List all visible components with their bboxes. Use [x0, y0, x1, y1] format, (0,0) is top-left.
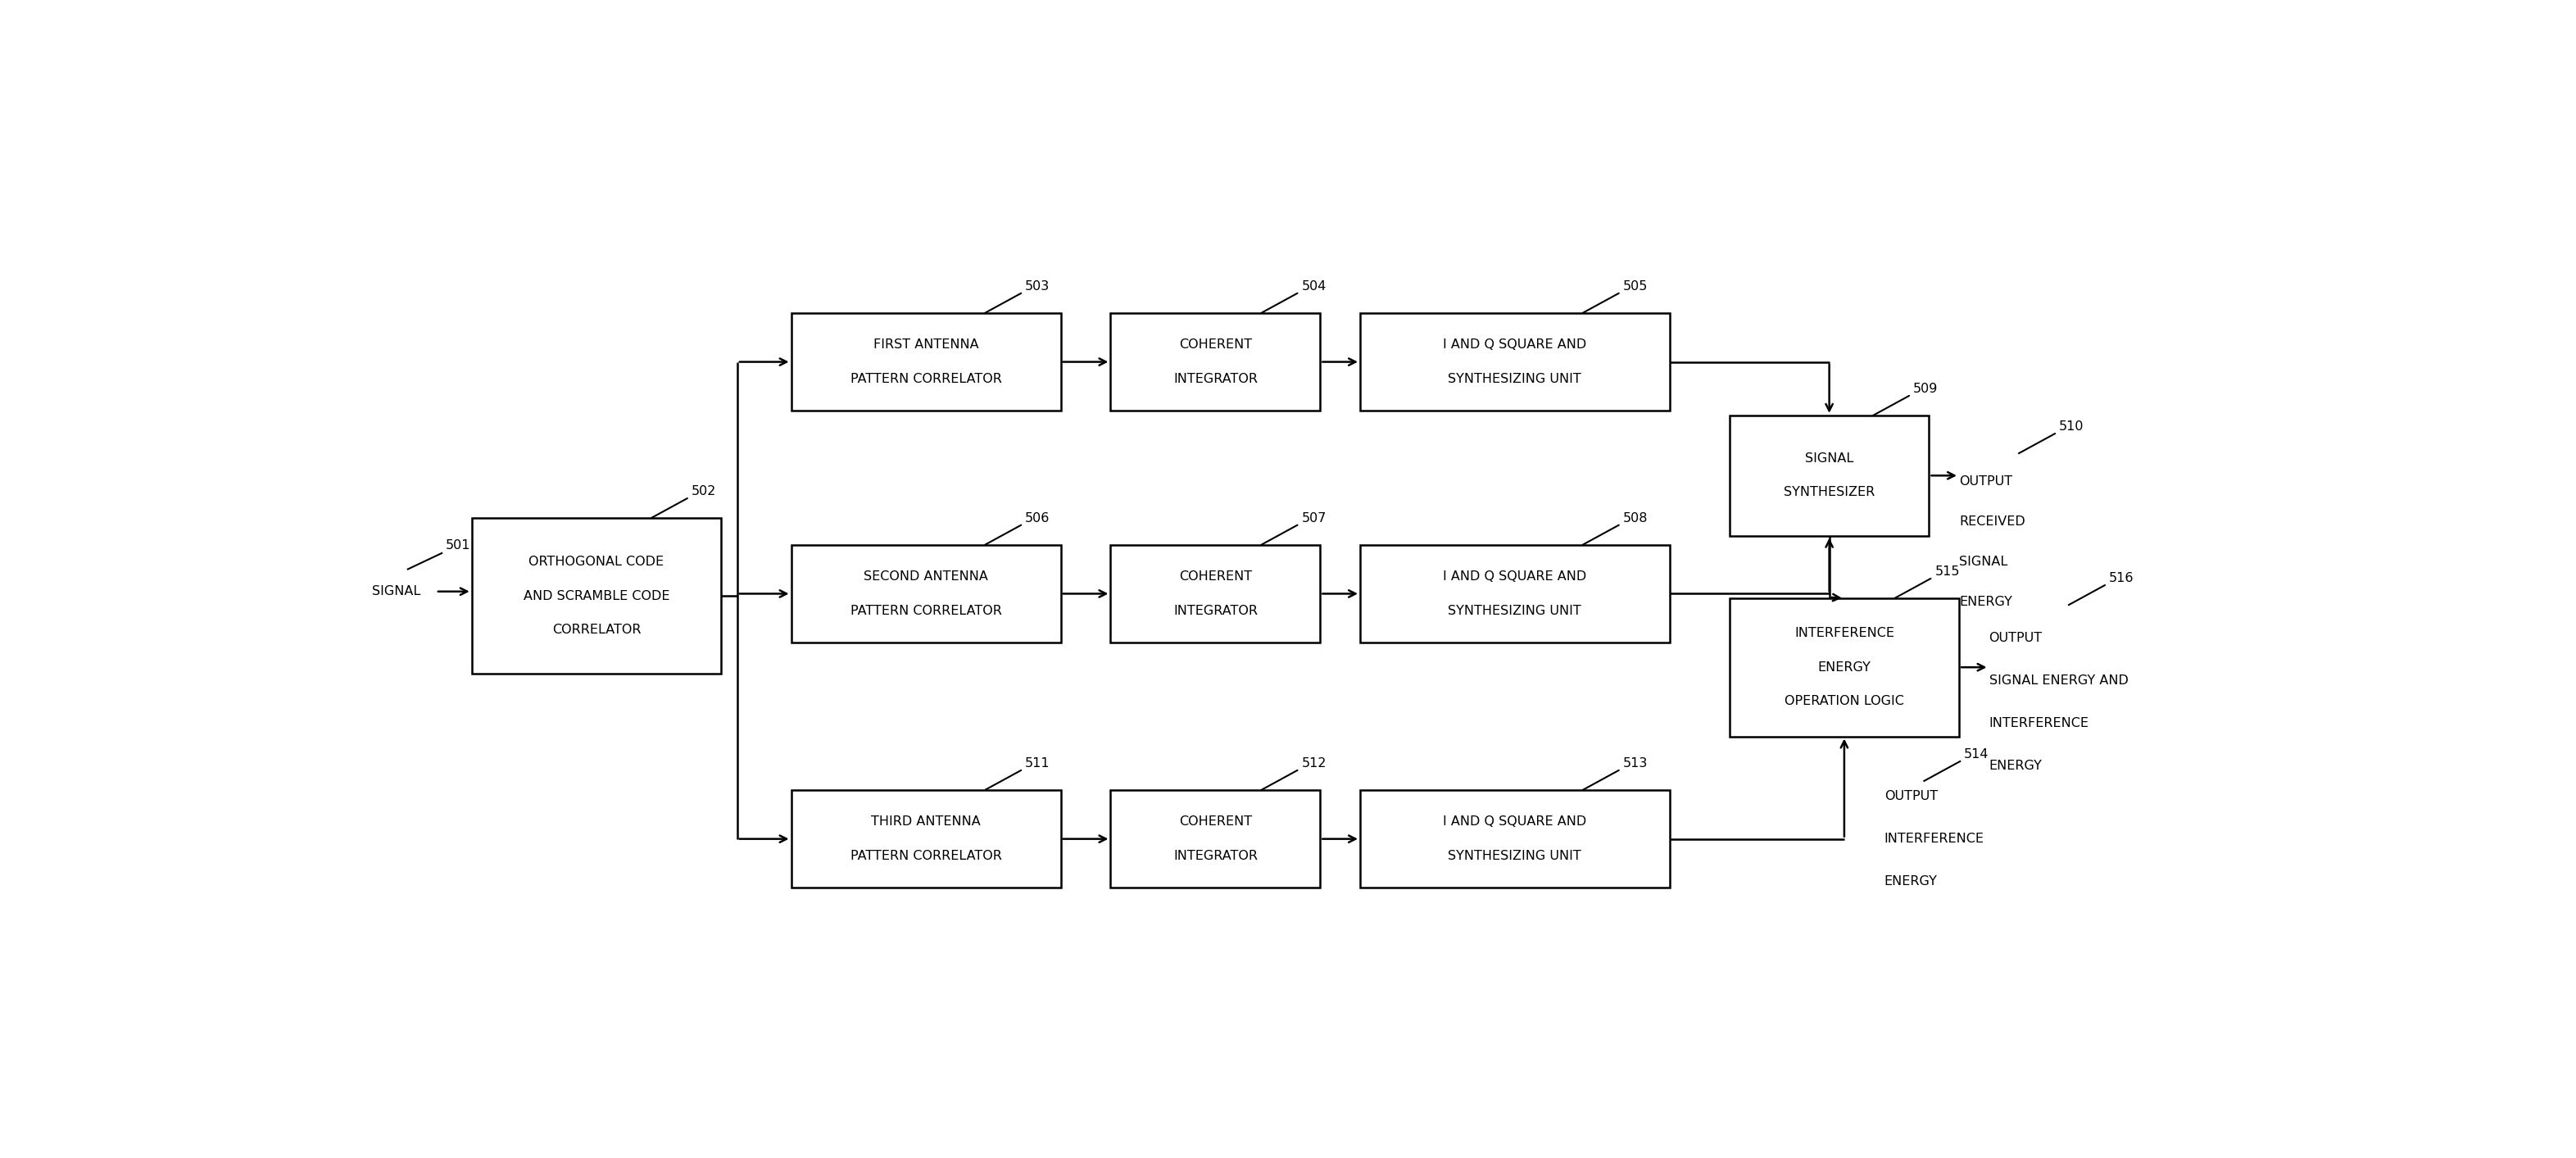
Text: ENERGY: ENERGY	[1819, 661, 1870, 674]
Text: ENERGY: ENERGY	[1883, 875, 1937, 888]
Bar	[791, 544, 1061, 643]
Text: COHERENT: COHERENT	[1180, 339, 1252, 351]
Text: 502: 502	[690, 485, 716, 498]
Bar	[1360, 790, 1669, 888]
Bar	[1360, 313, 1669, 411]
Text: SIGNAL: SIGNAL	[1806, 453, 1855, 464]
Text: SECOND ANTENNA: SECOND ANTENNA	[863, 571, 989, 582]
Bar	[791, 313, 1061, 411]
Bar	[471, 518, 721, 674]
Text: SYNTHESIZING UNIT: SYNTHESIZING UNIT	[1448, 604, 1582, 617]
Text: 515: 515	[1935, 565, 1960, 578]
Text: 503: 503	[1025, 280, 1051, 292]
Bar	[1360, 544, 1669, 643]
Text: INTERFERENCE: INTERFERENCE	[1989, 717, 2089, 730]
Bar	[791, 790, 1061, 888]
Text: OUTPUT: OUTPUT	[1989, 631, 2043, 644]
Text: FIRST ANTENNA: FIRST ANTENNA	[873, 339, 979, 351]
Text: 505: 505	[1623, 280, 1649, 292]
Bar	[1728, 599, 1958, 736]
Text: 509: 509	[1914, 382, 1937, 395]
Text: OUTPUT: OUTPUT	[1958, 476, 2012, 488]
Text: AND SCRAMBLE CODE: AND SCRAMBLE CODE	[523, 589, 670, 602]
Text: 506: 506	[1025, 512, 1051, 525]
Text: 507: 507	[1301, 512, 1327, 525]
Text: THIRD ANTENNA: THIRD ANTENNA	[871, 816, 981, 828]
Text: 513: 513	[1623, 757, 1649, 769]
Text: SIGNAL ENERGY AND: SIGNAL ENERGY AND	[1989, 674, 2128, 687]
Text: PATTERN CORRELATOR: PATTERN CORRELATOR	[850, 373, 1002, 384]
Text: INTEGRATOR: INTEGRATOR	[1172, 373, 1257, 384]
Text: OPERATION LOGIC: OPERATION LOGIC	[1785, 695, 1904, 708]
Text: CORRELATOR: CORRELATOR	[551, 624, 641, 636]
Bar	[1110, 313, 1319, 411]
Text: I AND Q SQUARE AND: I AND Q SQUARE AND	[1443, 816, 1587, 828]
Text: 514: 514	[1963, 748, 1989, 761]
Text: SIGNAL: SIGNAL	[1958, 556, 2007, 569]
Bar	[1110, 790, 1319, 888]
Text: PATTERN CORRELATOR: PATTERN CORRELATOR	[850, 850, 1002, 862]
Bar	[1110, 544, 1319, 643]
Text: COHERENT: COHERENT	[1180, 816, 1252, 828]
Text: SIGNAL: SIGNAL	[371, 585, 420, 598]
Text: SYNTHESIZING UNIT: SYNTHESIZING UNIT	[1448, 373, 1582, 384]
Text: INTEGRATOR: INTEGRATOR	[1172, 604, 1257, 617]
Text: I AND Q SQUARE AND: I AND Q SQUARE AND	[1443, 339, 1587, 351]
Text: ENERGY: ENERGY	[1958, 596, 2012, 608]
Text: I AND Q SQUARE AND: I AND Q SQUARE AND	[1443, 571, 1587, 582]
Text: PATTERN CORRELATOR: PATTERN CORRELATOR	[850, 604, 1002, 617]
Text: 516: 516	[2110, 572, 2133, 585]
Text: 501: 501	[446, 540, 471, 551]
Text: RECEIVED: RECEIVED	[1958, 515, 2025, 528]
Text: ENERGY: ENERGY	[1989, 760, 2043, 772]
Text: OUTPUT: OUTPUT	[1883, 790, 1937, 802]
Text: 512: 512	[1301, 757, 1327, 769]
Text: 504: 504	[1301, 280, 1327, 292]
Text: 510: 510	[2058, 420, 2084, 433]
Text: SYNTHESIZING UNIT: SYNTHESIZING UNIT	[1448, 850, 1582, 862]
Text: INTEGRATOR: INTEGRATOR	[1172, 850, 1257, 862]
Text: COHERENT: COHERENT	[1180, 571, 1252, 582]
Text: INTERFERENCE: INTERFERENCE	[1795, 628, 1893, 639]
Bar	[1728, 416, 1929, 536]
Text: INTERFERENCE: INTERFERENCE	[1883, 833, 1984, 845]
Text: 508: 508	[1623, 512, 1649, 525]
Text: 511: 511	[1025, 757, 1051, 769]
Text: SYNTHESIZER: SYNTHESIZER	[1783, 486, 1875, 499]
Text: ORTHOGONAL CODE: ORTHOGONAL CODE	[528, 556, 665, 569]
